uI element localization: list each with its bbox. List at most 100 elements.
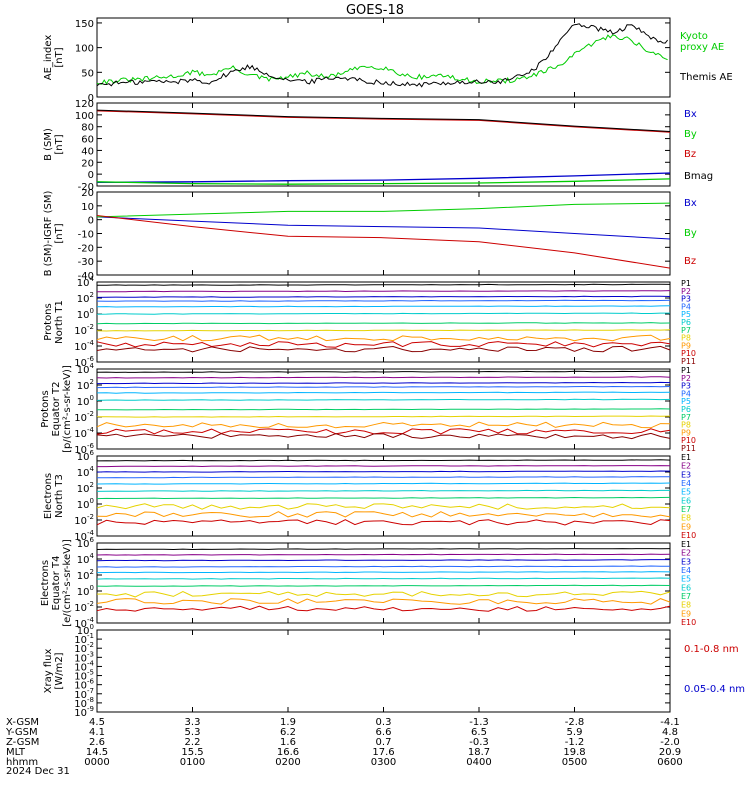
p2-panel-ytick-label: 10-4: [74, 426, 94, 440]
bsm-panel-frame: [96, 102, 671, 187]
e1-channel-e10: [96, 519, 671, 526]
e1-channel-e9: [96, 511, 671, 518]
bigrf-panel-ylabel-line: [nT]: [54, 223, 65, 243]
e1-channel-label: E10: [681, 531, 696, 540]
e2-panel-ylabel-line: Equator T4: [51, 556, 62, 611]
p1-channel-p11: [96, 345, 671, 353]
xray-panel-ytick-label: 10-2: [74, 641, 94, 655]
bigrf-series-bx: [96, 216, 671, 240]
e2-panel-ytick-label: 10-4: [74, 616, 94, 630]
footer-value: 2.2: [185, 737, 201, 748]
p2-channel-p4: [96, 385, 671, 389]
e1-channel-label: E6: [681, 496, 691, 505]
p1-channel-label: P9: [681, 341, 691, 350]
footer-row-label: X-GSM: [6, 717, 39, 728]
p2-channel-label: P11: [681, 444, 696, 453]
e1-panel-ytick-label: 102: [77, 481, 94, 495]
p1-panel-ytick-label: 10-6: [74, 355, 94, 369]
p2-panel-ytick-label: 102: [77, 378, 94, 392]
xray-panel-ylabel-line: Xray flux: [43, 649, 54, 694]
footer-value: 14.5: [86, 747, 108, 758]
p2-channel-label: P10: [681, 436, 696, 445]
bigrf-legend-item: Bx: [684, 198, 697, 209]
p1-channel-p8: [96, 329, 671, 332]
footer-value: 0600: [657, 757, 682, 768]
footer-value: 0400: [466, 757, 491, 768]
e2-panel-ylabel-line: [e/(cm²-s-sr-keV)]: [62, 539, 73, 627]
ae-legend-item: Kyoto: [680, 31, 708, 42]
p2-channel-p8: [97, 415, 671, 418]
e1-panel-ytick-label: 106: [77, 449, 95, 463]
bsm-series-bz: [96, 110, 671, 133]
p1-channel-label: P11: [681, 357, 696, 366]
bsm-legend-item: By: [684, 129, 697, 140]
bsm-panel-ytick-label: 80: [81, 123, 94, 134]
p1-panel-ytick-label: 100: [77, 307, 94, 321]
p1-panel-ylabel-line: Protons: [43, 303, 54, 340]
xray-panel-ytick-label: 10-7: [74, 687, 94, 701]
e2-channel-e5: [96, 571, 671, 574]
footer-value: -1.3: [469, 717, 489, 728]
bigrf-panel-ytick-label: -10: [78, 230, 94, 241]
ae-panel-ytick-label: 50: [81, 68, 94, 79]
e2-panel-ylabel-line: Electrons: [40, 560, 51, 606]
p2-panel-ytick-label: 10-6: [74, 442, 94, 456]
footer-value: 0.7: [376, 737, 392, 748]
p2-channel-label: P4: [681, 389, 691, 398]
footer-value: 5.9: [567, 727, 583, 738]
footer-value: 5.3: [185, 727, 201, 738]
bigrf-series-bz: [96, 215, 671, 269]
ae-series-kyoto: [96, 34, 668, 85]
footer-value: 6.6: [376, 727, 392, 738]
ae-panel-frame: [96, 17, 671, 98]
bigrf-panel-ytick-label: 20: [81, 188, 94, 199]
e2-channel-e1: [96, 548, 671, 551]
e1-channel-label: E2: [681, 462, 691, 471]
p1-channel-p10: [96, 341, 671, 348]
p1-channel-label: P4: [681, 302, 691, 311]
footer-value: 0.3: [376, 717, 392, 728]
ae-panel-ylabel-line: AE_index: [43, 35, 54, 81]
footer-value: 0300: [371, 757, 396, 768]
p1-panel-ytick-label: 104: [77, 275, 95, 289]
e2-channel-label: E2: [681, 549, 691, 558]
footer-value: 17.6: [372, 747, 394, 758]
p2-channel-p3: [96, 381, 671, 385]
e1-panel-ytick-label: 100: [77, 497, 94, 511]
footer-value: 1.6: [280, 737, 296, 748]
bsm-series-bx: [96, 172, 671, 184]
footer-value: 0100: [180, 757, 205, 768]
footer-value: 19.8: [563, 747, 585, 758]
p1-channel-p4: [96, 299, 671, 302]
p1-channel-label: P1: [681, 279, 691, 288]
e1-panel-ytick-label: 10-4: [74, 529, 94, 543]
e1-channel-label: E5: [681, 488, 691, 497]
ae-panel-ytick-label: 0: [88, 93, 94, 104]
xray-legend-item: 0.1-0.8 nm: [684, 644, 739, 655]
xray-panel-ytick-label: 10-1: [74, 632, 94, 646]
p2-channel-label: P2: [681, 374, 691, 383]
p1-channel-label: P5: [681, 310, 691, 319]
p1-panel-ytick-label: 102: [77, 291, 94, 305]
e1-channel-label: E4: [681, 479, 691, 488]
e2-channel-label: E4: [681, 566, 691, 575]
ae-panel-ylabel: AE_index [nT]: [43, 35, 65, 81]
footer-value: 15.5: [181, 747, 203, 758]
p2-channel-label: P1: [681, 366, 691, 375]
p1-panel-frame: [96, 281, 671, 363]
xray-panel-ytick-label: 10-5: [74, 669, 94, 683]
p2-panel-ylabel: Protons Equator T2 [p/(cm²-s-sr-keV)]: [40, 365, 73, 453]
e2-panel-ytick-label: 106: [77, 536, 95, 550]
footer-value: -0.3: [469, 737, 489, 748]
bigrf-panel-ylabel: B (SM)-IGRF (SM) [nT]: [43, 191, 65, 277]
bsm-series-by: [96, 178, 671, 185]
ae-series-themis: [96, 23, 668, 88]
e2-channel-label: E9: [681, 609, 691, 618]
xray-panel-ytick-label: 10-8: [74, 696, 94, 710]
e2-panel-ytick-label: 102: [77, 568, 94, 582]
footer-value: 4.1: [89, 727, 105, 738]
xray-panel-ytick-label: 10-4: [74, 659, 94, 673]
xray-panel-ytick-label: 10-6: [74, 678, 94, 692]
e1-panel-ytick-label: 10-2: [74, 513, 94, 527]
